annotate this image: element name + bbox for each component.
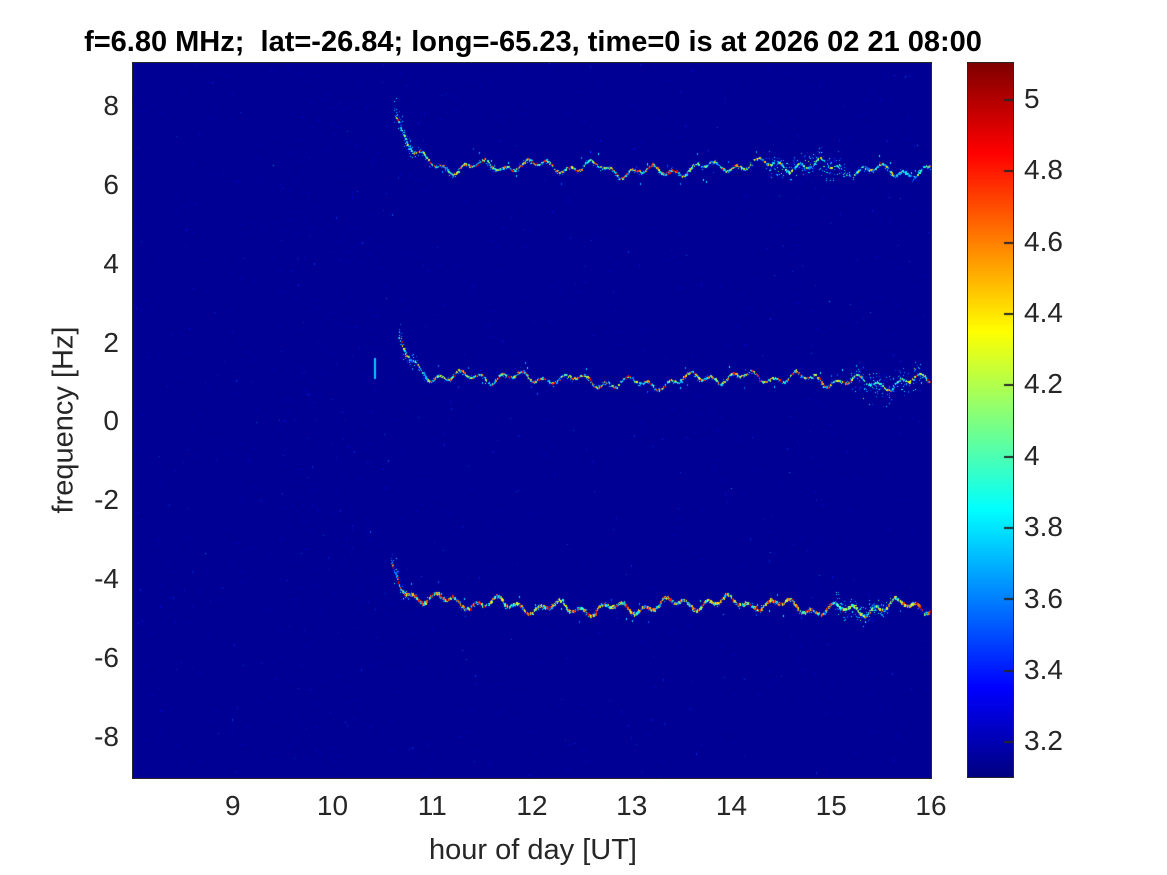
colorbar-tick-label: 4.8 — [1024, 154, 1063, 186]
plot-frame — [132, 62, 932, 779]
x-tick-label: 9 — [224, 790, 241, 821]
y-tick-label: 2 — [103, 326, 119, 358]
colorbar-frame — [967, 62, 1014, 778]
x-tick-label: 15 — [815, 790, 847, 821]
y-tick-label: -6 — [94, 641, 119, 673]
x-tick-label: 14 — [715, 790, 748, 821]
y-tick-label: 0 — [103, 405, 119, 437]
colorbar-tick-label: 4.6 — [1024, 225, 1063, 257]
y-tick-label: -2 — [94, 484, 119, 516]
spectrogram-plot — [133, 63, 931, 778]
y-tick-label: -4 — [94, 563, 119, 595]
y-tick-label: -8 — [94, 720, 119, 752]
x-tick-label: 11 — [417, 790, 447, 821]
x-axis-label: hour of day [UT] — [429, 834, 637, 866]
y-tick-label: 6 — [103, 169, 119, 201]
colorbar-tick-label: 4 — [1024, 439, 1040, 471]
colorbar-tick-label: 3.2 — [1024, 725, 1063, 757]
x-tick-label: 12 — [516, 790, 548, 821]
chart-title: f=6.80 MHz; lat=-26.84; long=-65.23, tim… — [84, 26, 982, 58]
colorbar-tick-label: 4.2 — [1024, 368, 1063, 400]
y-tick-label: 4 — [103, 247, 119, 279]
colorbar — [968, 63, 1013, 777]
y-tick-label: 8 — [103, 90, 119, 122]
colorbar-tick-label: 3.4 — [1024, 653, 1063, 685]
x-tick-label: 10 — [316, 790, 349, 821]
x-tick-label: 16 — [915, 790, 947, 821]
colorbar-tick-label: 3.8 — [1024, 511, 1063, 543]
colorbar-tick-label: 4.4 — [1024, 296, 1063, 328]
colorbar-tick-label: 3.6 — [1024, 582, 1063, 614]
x-tick-label: 13 — [616, 790, 648, 821]
colorbar-tick-label: 5 — [1024, 82, 1040, 114]
